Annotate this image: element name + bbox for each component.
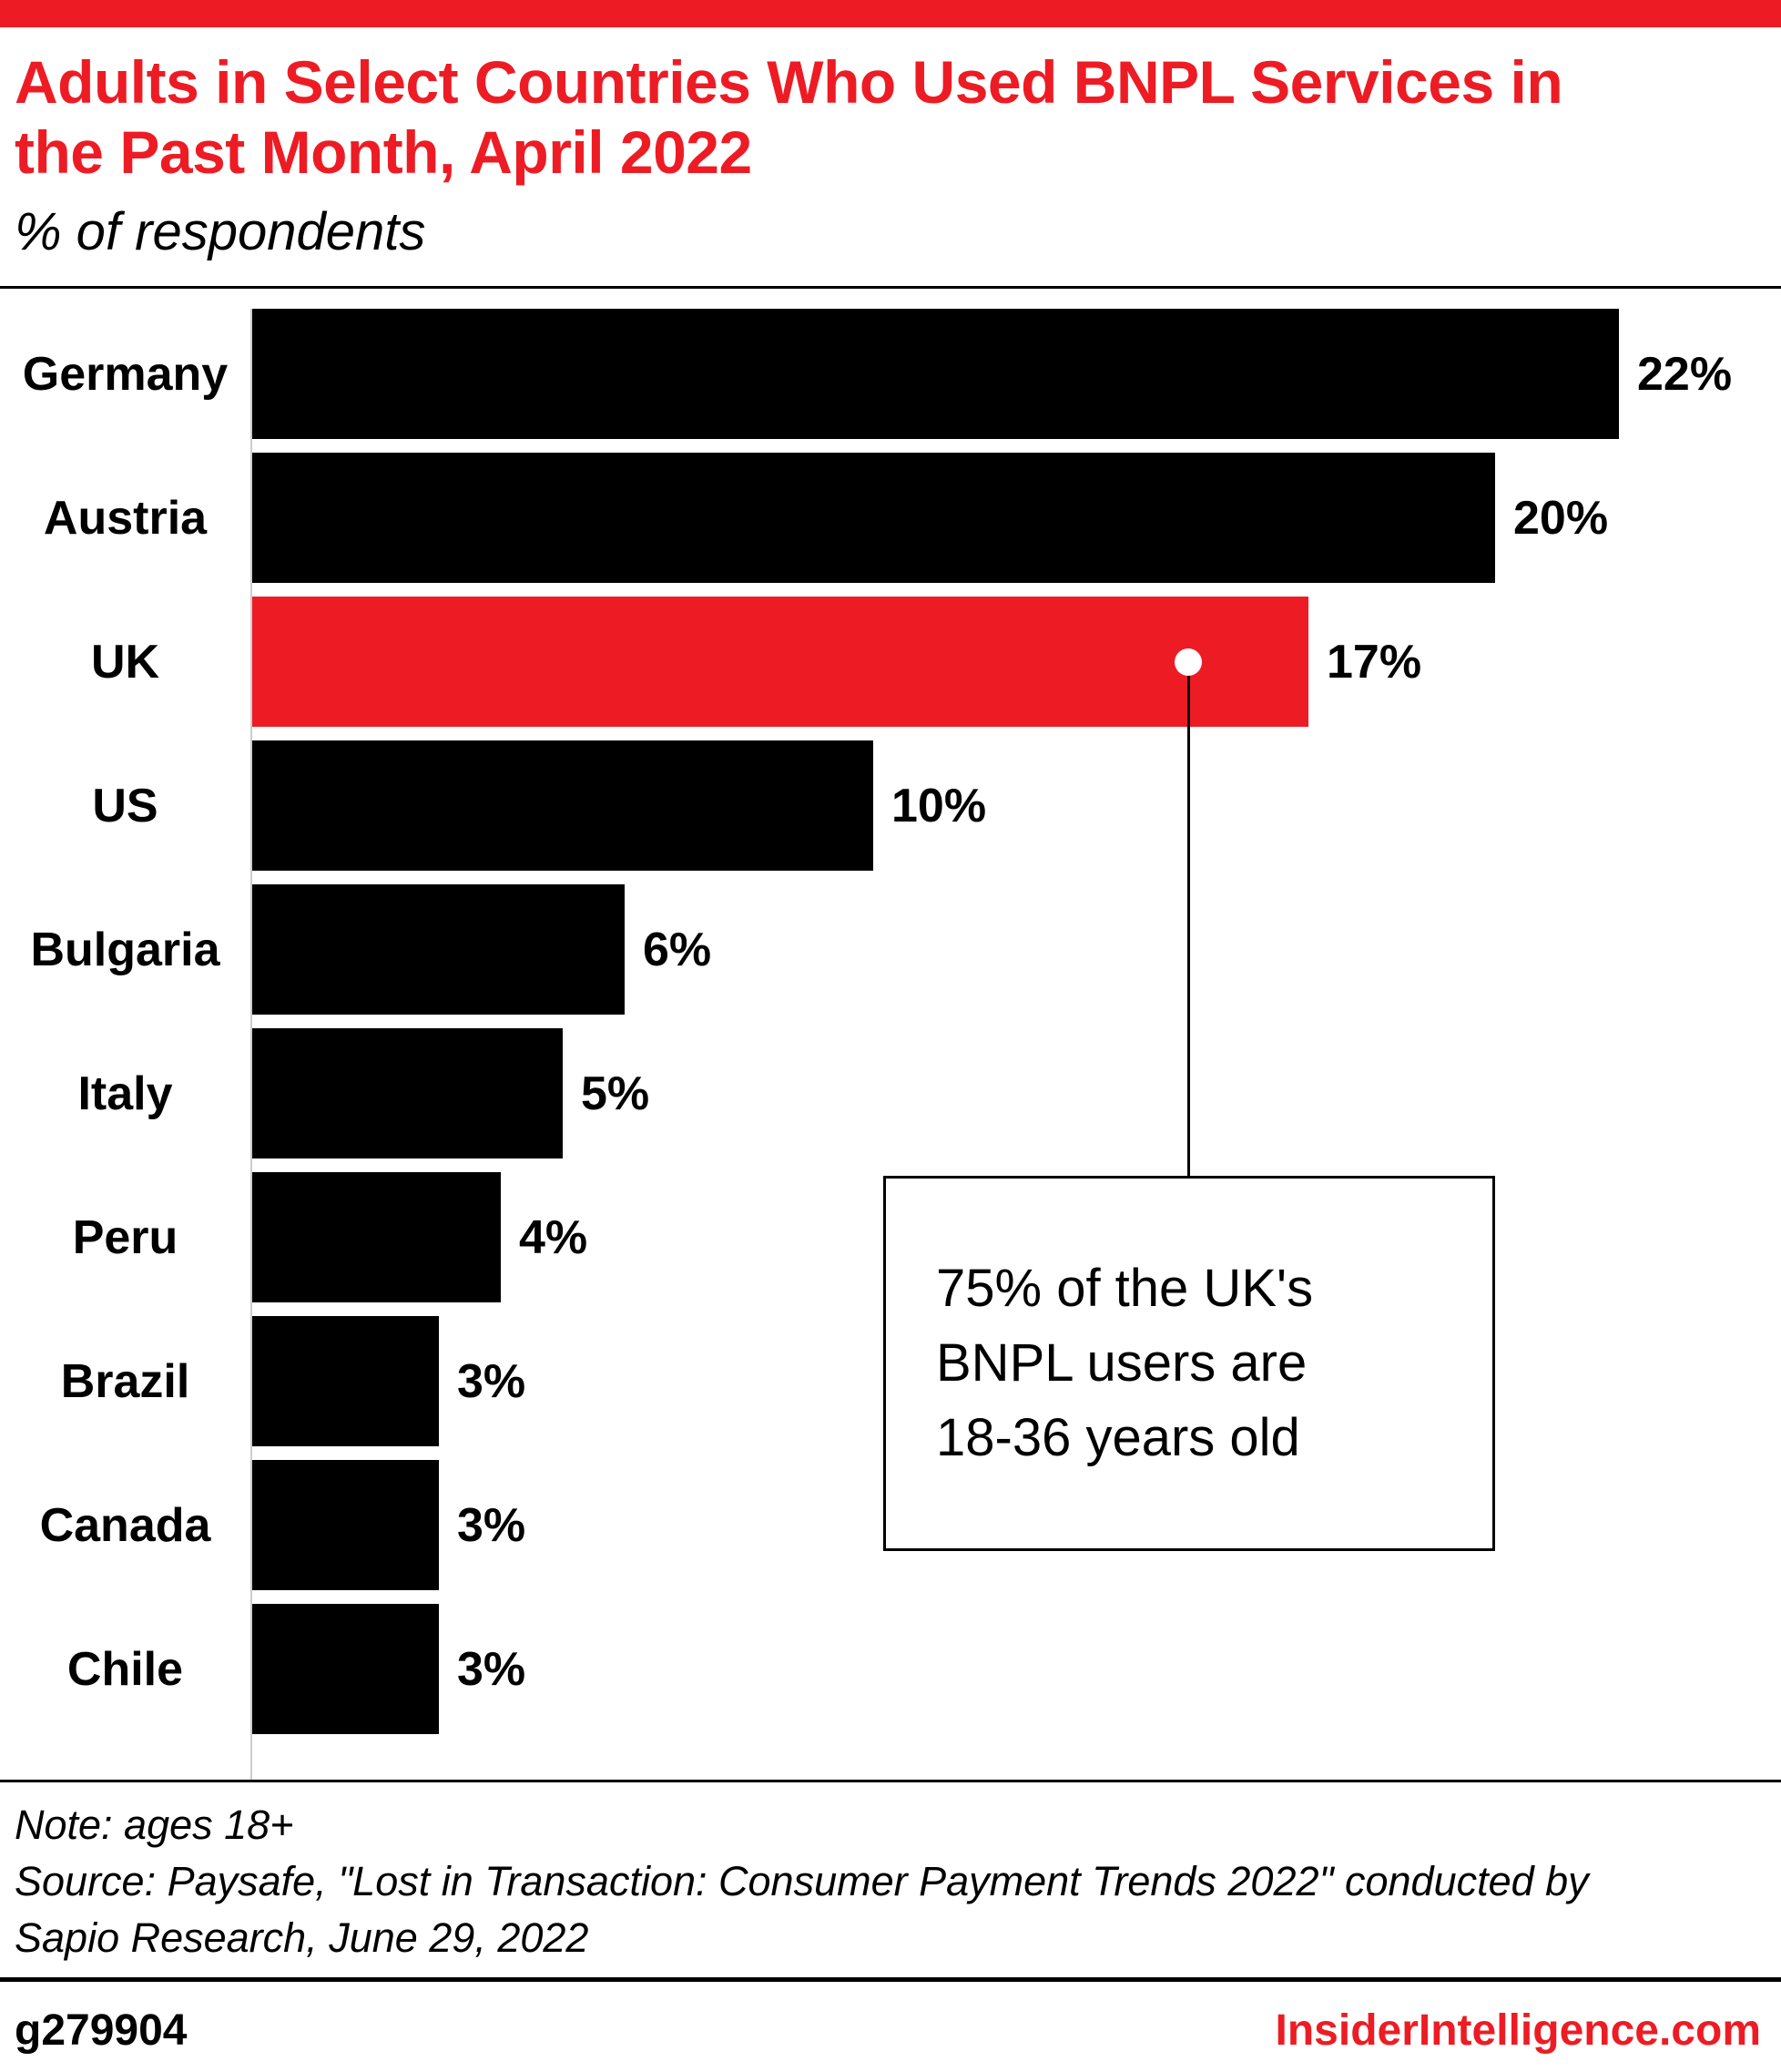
footer-bar: g279904 InsiderIntelligence.com — [0, 1982, 1781, 2056]
bar-track: 17% — [250, 597, 1781, 728]
annotation-text: 75% of the UK's BNPL users are 18-36 yea… — [936, 1258, 1314, 1468]
bar-track: 6% — [250, 884, 1781, 1016]
bar — [252, 1604, 439, 1735]
value-label: 10% — [891, 779, 987, 832]
bar-chart: Germany 22% Austria 20% UK 17% US 10% Bu… — [0, 309, 1781, 1781]
category-label: Bulgaria — [30, 923, 220, 976]
value-label: 20% — [1513, 491, 1609, 545]
category-label: Austria — [43, 491, 208, 545]
value-label: 3% — [457, 1354, 526, 1408]
bar-row: Peru 4% — [0, 1172, 1781, 1303]
bar-row: Canada 3% — [0, 1460, 1781, 1591]
bar-track: 3% — [250, 1316, 1781, 1447]
chart-id: g279904 — [15, 2006, 188, 2056]
footer-divider — [0, 1977, 1781, 1983]
value-label: 3% — [457, 1642, 526, 1696]
value-label: 17% — [1327, 635, 1422, 689]
bar-row: Austria 20% — [0, 453, 1781, 584]
brand-link[interactable]: InsiderIntelligence.com — [1275, 2006, 1761, 2056]
bar — [252, 1172, 501, 1303]
category-label: US — [92, 779, 158, 832]
bar — [252, 309, 1619, 440]
annotation-dot — [1175, 648, 1202, 677]
category-label: Chile — [66, 1642, 184, 1696]
chart-subtitle: % of respondents — [15, 202, 426, 262]
value-label: 3% — [457, 1498, 526, 1552]
category-label: Brazil — [60, 1354, 190, 1408]
bar-row: Bulgaria 6% — [0, 884, 1781, 1016]
value-label: 5% — [581, 1067, 650, 1120]
y-axis-line — [250, 309, 252, 1781]
bar — [252, 453, 1495, 584]
bar-track: 22% — [250, 309, 1781, 440]
bar-rows: Germany 22% Austria 20% UK 17% US 10% Bu… — [0, 309, 1781, 1735]
bar-row: Germany 22% — [0, 309, 1781, 440]
title-divider — [0, 286, 1781, 290]
bar-row: US 10% — [0, 740, 1781, 872]
value-label: 22% — [1637, 347, 1733, 401]
category-label: Italy — [77, 1067, 173, 1120]
category-label: Germany — [22, 347, 229, 401]
annotation-connector-line — [1187, 662, 1190, 1179]
chart-notes: Note: ages 18+ Source: Paysafe, "Lost in… — [0, 1782, 1781, 1966]
bar — [252, 597, 1308, 728]
bar-row: Brazil 3% — [0, 1316, 1781, 1447]
bar-track: 10% — [250, 740, 1781, 872]
bar-track: 20% — [250, 453, 1781, 584]
bar — [252, 1460, 439, 1591]
value-label: 6% — [643, 923, 712, 976]
category-label: Canada — [39, 1498, 211, 1552]
bar — [252, 884, 625, 1016]
bar-track: 4% — [250, 1172, 1781, 1303]
bar-row: UK 17% — [0, 597, 1781, 728]
category-label: UK — [90, 635, 160, 689]
bar-row: Italy 5% — [0, 1028, 1781, 1159]
bar-track: 3% — [250, 1460, 1781, 1591]
bar — [252, 1028, 563, 1159]
value-label: 4% — [519, 1210, 588, 1264]
notes-divider — [0, 1780, 1781, 1783]
bar — [252, 1316, 439, 1447]
bar-track: 3% — [250, 1604, 1781, 1735]
annotation-callout: 75% of the UK's BNPL users are 18-36 yea… — [883, 1176, 1495, 1552]
source-text: Source: Paysafe, "Lost in Transaction: C… — [15, 1858, 1589, 1962]
bar-row: Chile 3% — [0, 1604, 1781, 1735]
page-title: Adults in Select Countries Who Used BNPL… — [15, 48, 1563, 186]
bar — [252, 740, 873, 872]
note-text: Note: ages 18+ — [15, 1802, 294, 1849]
top-accent-bar — [0, 0, 1781, 27]
bar-track: 5% — [250, 1028, 1781, 1159]
category-label: Peru — [72, 1210, 178, 1264]
chart-header: Adults in Select Countries Who Used BNPL… — [0, 27, 1781, 262]
